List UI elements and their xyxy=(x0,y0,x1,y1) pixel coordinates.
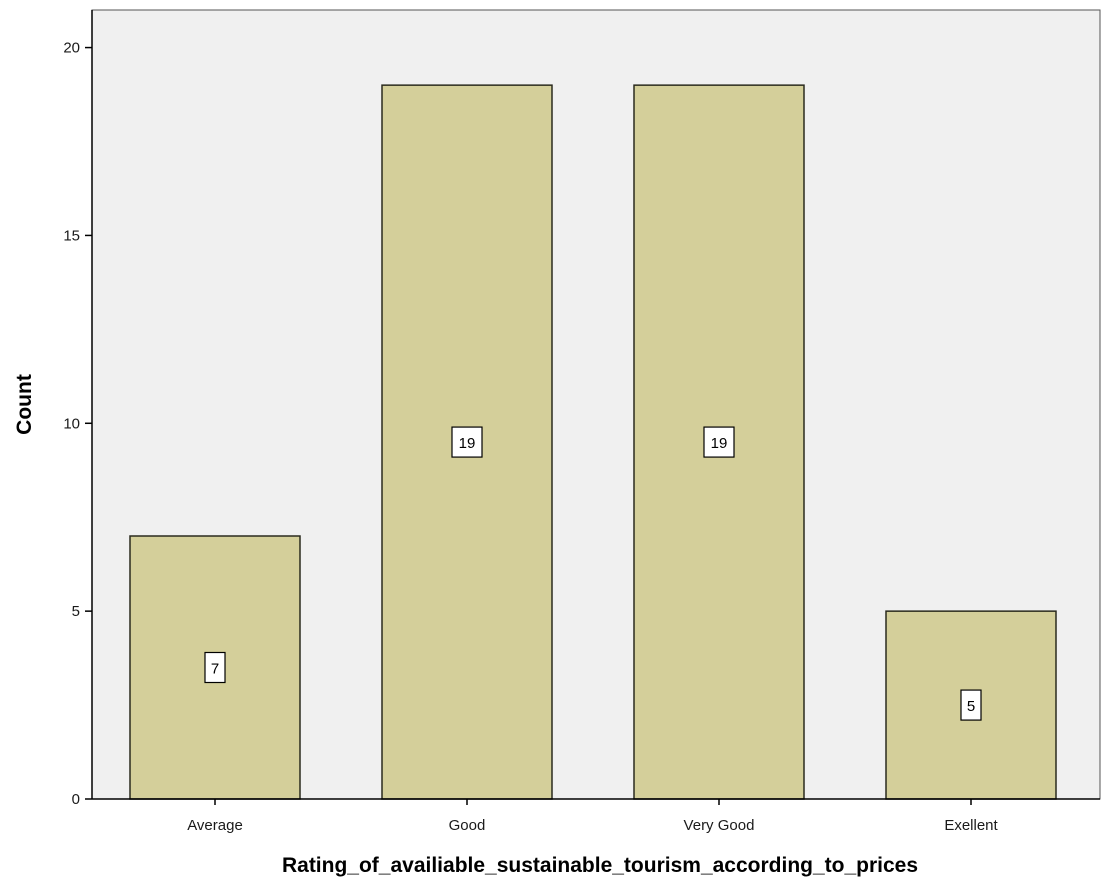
x-tick-label: Good xyxy=(449,817,486,834)
y-tick-label: 5 xyxy=(72,603,80,620)
data-label: 19 xyxy=(711,435,728,452)
data-label-box xyxy=(204,651,226,684)
data-label-box xyxy=(703,426,735,458)
y-axis-title: Count xyxy=(13,374,36,435)
x-axis: Average Good Very Good Exellent xyxy=(92,798,1100,834)
y-tick-label: 15 xyxy=(63,227,80,244)
x-tick-label: Very Good xyxy=(684,817,755,834)
data-labels-group: 7 19 19 5 xyxy=(204,426,982,721)
x-tick-label: Average xyxy=(187,817,243,834)
x-tick-label: Exellent xyxy=(944,817,998,834)
data-label: 19 xyxy=(459,435,476,452)
y-tick-label: 0 xyxy=(72,791,80,808)
y-tick-label: 10 xyxy=(63,415,80,432)
y-tick-label: 20 xyxy=(63,40,80,57)
data-label: 7 xyxy=(211,661,219,678)
data-label: 5 xyxy=(967,698,975,715)
y-axis: 0 5 10 15 20 xyxy=(63,10,93,808)
x-axis-title: Rating_of_availiable_sustainable_tourism… xyxy=(282,854,918,877)
data-label-box xyxy=(451,426,483,458)
data-label-box xyxy=(960,689,982,721)
